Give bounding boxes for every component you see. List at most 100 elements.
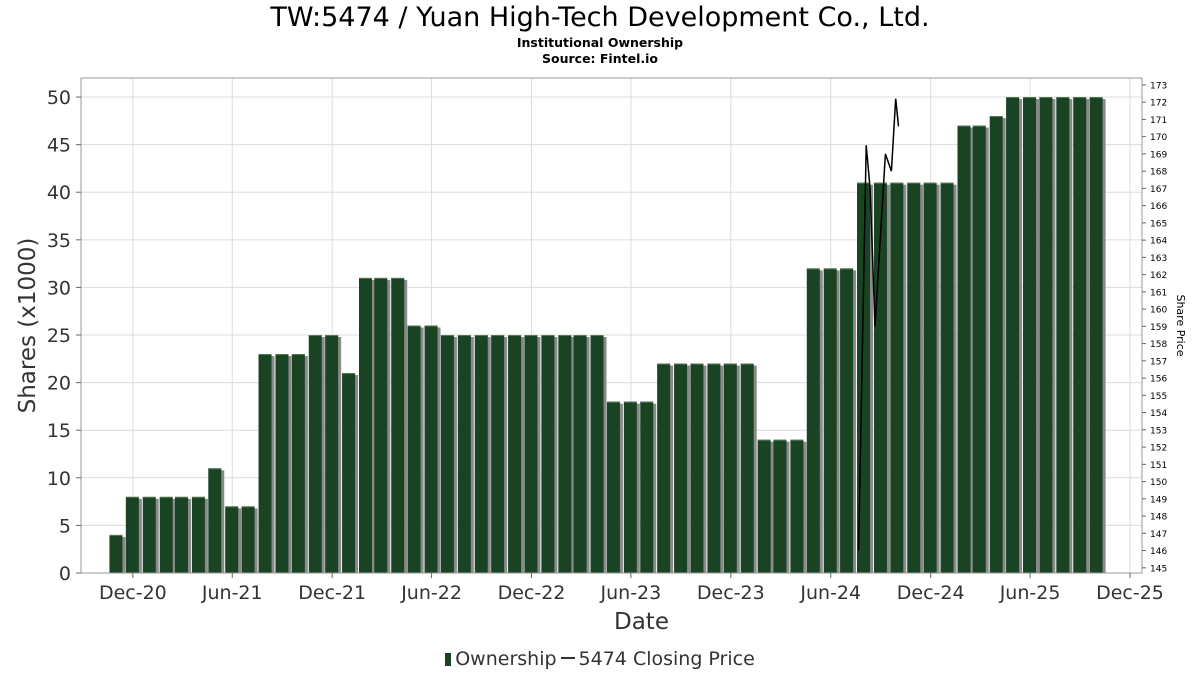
axis-layer: 0 5 10 15 20 25 30 35 40 45 50 145 146 147 148 149 150 15… (15, 77, 1187, 635)
x-tick-label: Dec-22 (498, 582, 566, 604)
y2-tick-label: 169 (1150, 150, 1167, 160)
ownership-bar (923, 182, 937, 573)
y2-tick-label: 160 (1150, 306, 1167, 316)
ownership-bar (391, 277, 405, 573)
y2-tick-label: 146 (1150, 547, 1167, 557)
x-tick-label: Dec-21 (298, 582, 366, 604)
x-tick-label: Dec-20 (99, 582, 167, 604)
y2-tick-label: 154 (1150, 409, 1167, 419)
ownership-bar (823, 268, 837, 573)
ownership-bar (508, 335, 522, 573)
y2-tick-label: 159 (1150, 323, 1167, 333)
ownership-bar (790, 439, 804, 573)
ownership-bar (342, 373, 356, 573)
y2-tick-label: 164 (1150, 237, 1167, 247)
y2-tick-label: 150 (1150, 478, 1167, 488)
ownership-bar (191, 496, 205, 573)
y2-tick-label: 171 (1150, 116, 1167, 126)
ownership-bar (1089, 97, 1103, 574)
ownership-bar (1023, 97, 1037, 574)
ownership-bar (1073, 97, 1087, 574)
y-tick-label: 45 (47, 135, 71, 157)
y2-tick-label: 151 (1150, 461, 1167, 471)
y-tick-label: 30 (47, 277, 71, 299)
chart-legend: Ownership 5474 Closing Price (0, 647, 1200, 671)
ownership-bar (524, 335, 538, 573)
ownership-chart: 0 5 10 15 20 25 30 35 40 45 50 145 146 147 148 149 150 15… (15, 77, 1187, 635)
ownership-bar (840, 268, 854, 573)
ownership-bar (241, 506, 255, 573)
ownership-bar (623, 401, 637, 573)
ownership-bar (109, 534, 123, 573)
ownership-bar (142, 496, 156, 573)
plot-frame (80, 77, 1143, 574)
ownership-bar (258, 354, 272, 573)
ownership-bar (1039, 97, 1053, 574)
y2-tick-label: 156 (1150, 375, 1167, 385)
ownership-bar (890, 182, 904, 573)
y-tick-label: 35 (47, 230, 71, 252)
ownership-bar (690, 363, 704, 573)
y2-tick-label: 158 (1150, 340, 1167, 350)
ownership-bar (407, 325, 421, 573)
y2-tick-label: 168 (1150, 168, 1167, 178)
x-tick-label: Jun-22 (400, 582, 462, 604)
y2-tick-label: 161 (1150, 288, 1167, 298)
chart-title: TW:5474 / Yuan High-Tech Development Co.… (270, 2, 930, 33)
ownership-bar (940, 182, 954, 573)
ownership-bar (474, 335, 488, 573)
ownership-bar (325, 335, 339, 573)
ownership-bar (740, 363, 754, 573)
ownership-bar (440, 335, 454, 573)
ownership-bar (573, 335, 587, 573)
ownership-bar (972, 125, 986, 573)
ownership-bar (125, 496, 139, 573)
ownership-bar (159, 496, 173, 573)
y-tick-label: 25 (47, 325, 71, 347)
ownership-bar (773, 439, 787, 573)
y2-tick-label: 145 (1150, 564, 1167, 574)
ownership-legend-label: Ownership (455, 648, 557, 670)
ownership-bar (308, 335, 322, 573)
ownership-bar (541, 335, 555, 573)
y2-tick-label: 167 (1150, 185, 1167, 195)
y2-tick-label: 163 (1150, 254, 1167, 264)
ownership-bar (723, 363, 737, 573)
y2-tick-label: 148 (1150, 513, 1167, 523)
y-tick-label: 15 (47, 420, 71, 442)
ownership-bar (606, 401, 620, 573)
ownership-bar (590, 335, 604, 573)
ownership-bar (806, 268, 820, 573)
x-tick-label: Dec-23 (697, 582, 765, 604)
y-tick-label: 50 (47, 87, 71, 109)
x-tick-label: Jun-24 (799, 582, 861, 604)
y2-tick-label: 157 (1150, 357, 1167, 367)
x-tick-label: Jun-21 (201, 582, 263, 604)
ownership-bar (957, 125, 971, 573)
chart-source: Source: Fintel.io (542, 51, 658, 66)
ownership-bar (907, 182, 921, 573)
ownership-bar (424, 325, 438, 573)
y2-tick-label: 152 (1150, 444, 1167, 454)
price-line-layer (857, 98, 900, 551)
ownership-bar (358, 277, 372, 573)
y-tick-label: 5 (59, 515, 71, 537)
y2-tick-label: 165 (1150, 219, 1167, 229)
y2-tick-label: 162 (1150, 271, 1167, 281)
y-tick-label: 20 (47, 373, 71, 395)
price-legend-line (560, 657, 575, 659)
ownership-bar (457, 335, 471, 573)
ownership-bar (225, 506, 239, 573)
x-tick-label: Jun-23 (600, 582, 662, 604)
y2-tick-label: 172 (1150, 99, 1167, 109)
x-tick-label: Dec-24 (897, 582, 965, 604)
y-tick-label: 0 (59, 563, 71, 585)
ownership-bar (491, 335, 505, 573)
y2-tick-label: 147 (1150, 530, 1167, 540)
y2-tick-label: 155 (1150, 392, 1167, 402)
y2-axis-title: Share Price (1174, 294, 1187, 356)
ownership-bar (208, 468, 222, 573)
x-axis-title: Date (614, 609, 669, 635)
bar-layer (109, 97, 1106, 574)
ownership-legend-swatch (445, 653, 452, 666)
